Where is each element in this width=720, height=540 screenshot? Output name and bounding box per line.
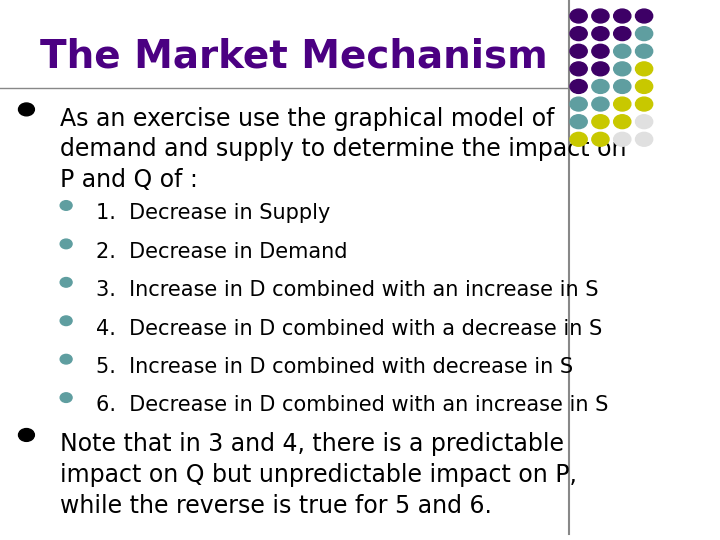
Text: 1.  Decrease in Supply: 1. Decrease in Supply xyxy=(96,204,330,224)
Circle shape xyxy=(636,114,653,129)
Circle shape xyxy=(636,44,653,58)
Circle shape xyxy=(592,114,609,129)
Circle shape xyxy=(592,9,609,23)
Circle shape xyxy=(19,103,35,116)
Circle shape xyxy=(60,393,72,402)
Circle shape xyxy=(613,132,631,146)
Circle shape xyxy=(570,132,588,146)
Text: 5.  Increase in D combined with decrease in S: 5. Increase in D combined with decrease … xyxy=(96,357,573,377)
Circle shape xyxy=(570,9,588,23)
Circle shape xyxy=(613,114,631,129)
Circle shape xyxy=(636,97,653,111)
Text: As an exercise use the graphical model of
demand and supply to determine the imp: As an exercise use the graphical model o… xyxy=(60,107,626,192)
Text: Note that in 3 and 4, there is a predictable
impact on Q but unpredictable impac: Note that in 3 and 4, there is a predict… xyxy=(60,433,577,518)
Text: 6.  Decrease in D combined with an increase in S: 6. Decrease in D combined with an increa… xyxy=(96,395,608,415)
Circle shape xyxy=(613,97,631,111)
Circle shape xyxy=(613,62,631,76)
Circle shape xyxy=(613,44,631,58)
Circle shape xyxy=(613,26,631,40)
Circle shape xyxy=(570,44,588,58)
Circle shape xyxy=(570,114,588,129)
Circle shape xyxy=(570,62,588,76)
Circle shape xyxy=(613,9,631,23)
Circle shape xyxy=(592,26,609,40)
Circle shape xyxy=(636,26,653,40)
Text: The Market Mechanism: The Market Mechanism xyxy=(40,37,547,76)
Circle shape xyxy=(636,62,653,76)
Circle shape xyxy=(592,97,609,111)
Circle shape xyxy=(60,278,72,287)
Text: 4.  Decrease in D combined with a decrease in S: 4. Decrease in D combined with a decreas… xyxy=(96,319,602,339)
Text: 2.  Decrease in Demand: 2. Decrease in Demand xyxy=(96,242,347,262)
Circle shape xyxy=(570,97,588,111)
Circle shape xyxy=(592,79,609,93)
Circle shape xyxy=(19,429,35,441)
Circle shape xyxy=(636,132,653,146)
Text: 3.  Increase in D combined with an increase in S: 3. Increase in D combined with an increa… xyxy=(96,280,598,300)
Circle shape xyxy=(60,239,72,249)
Circle shape xyxy=(613,79,631,93)
Circle shape xyxy=(592,44,609,58)
Circle shape xyxy=(636,9,653,23)
Circle shape xyxy=(636,79,653,93)
Circle shape xyxy=(60,316,72,326)
Circle shape xyxy=(592,132,609,146)
Circle shape xyxy=(592,62,609,76)
Circle shape xyxy=(570,79,588,93)
Circle shape xyxy=(60,201,72,210)
Circle shape xyxy=(60,354,72,364)
Circle shape xyxy=(570,26,588,40)
